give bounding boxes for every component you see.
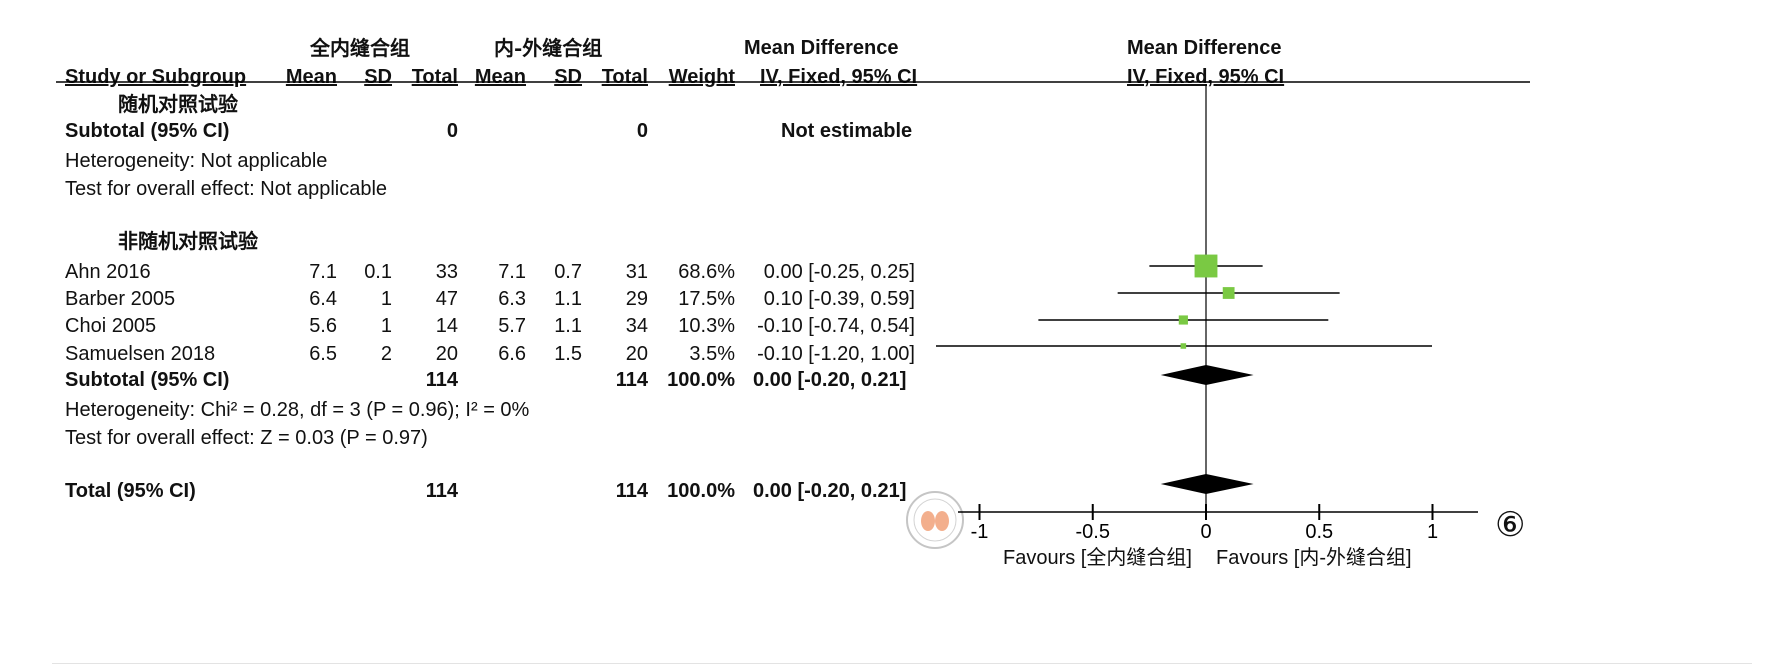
study-ci: 0.00 [-0.25, 0.25] xyxy=(763,261,915,283)
study-sd1: 2 xyxy=(380,343,392,365)
study-square xyxy=(1222,287,1235,299)
total-diamond xyxy=(1160,474,1254,494)
study-sd1: 1 xyxy=(380,315,392,337)
study-total2: 20 xyxy=(625,343,648,365)
x-tick-label: -1 xyxy=(971,521,989,543)
subgroup2-ci: 0.00 [-0.20, 0.21] xyxy=(753,369,907,391)
study-mean2: 7.1 xyxy=(498,261,526,283)
study-total2: 31 xyxy=(625,261,648,283)
watermark-seal xyxy=(906,491,964,549)
total-total2: 114 xyxy=(615,480,648,502)
study-sd2: 1.5 xyxy=(554,343,582,365)
favours-right-label: Favours [内-外缝合组] xyxy=(1216,547,1412,569)
study-total1: 47 xyxy=(435,288,458,310)
study-total1: 14 xyxy=(435,315,458,337)
subgroup1-estimate: Not estimable xyxy=(781,120,913,142)
study-mean2: 6.6 xyxy=(498,343,526,365)
study-weight: 68.6% xyxy=(678,261,735,283)
study-weight: 17.5% xyxy=(678,288,735,310)
study-mean1: 6.4 xyxy=(309,288,337,310)
study-ci: 0.10 [-0.39, 0.59] xyxy=(763,288,915,310)
study-total2: 34 xyxy=(625,315,648,337)
study-sd2: 0.7 xyxy=(554,261,582,283)
study-mean1: 5.6 xyxy=(309,315,337,337)
figure-frame xyxy=(52,0,1752,664)
subgroup1-subtotal-label: Subtotal (95% CI) xyxy=(65,120,230,142)
study-total1: 33 xyxy=(435,261,458,283)
total-total1: 114 xyxy=(425,480,458,502)
group1-header: 全内缝合组 xyxy=(310,36,410,60)
subgroup2-overall: Test for overall effect: Z = 0.03 (P = 0… xyxy=(65,427,428,449)
subgroup2-weight: 100.0% xyxy=(667,369,735,391)
study-square xyxy=(1180,343,1187,349)
subgroup1-total2: 0 xyxy=(636,120,648,142)
study-name: Choi 2005 xyxy=(65,315,157,337)
study-ci: -0.10 [-0.74, 0.54] xyxy=(757,315,915,337)
x-tick-label: 0.5 xyxy=(1305,521,1333,543)
study-square xyxy=(1194,254,1218,278)
study-mean1: 7.1 xyxy=(309,261,337,283)
figure-marker: ⑥ xyxy=(1495,506,1526,544)
total-ci: 0.00 [-0.20, 0.21] xyxy=(753,480,907,502)
study-sd1: 1 xyxy=(380,288,392,310)
subtotal-diamond xyxy=(1160,365,1254,385)
study-mean2: 5.7 xyxy=(498,315,526,337)
study-mean1: 6.5 xyxy=(309,343,337,365)
study-sd1: 0.1 xyxy=(364,261,392,283)
study-weight: 10.3% xyxy=(678,315,735,337)
study-sd2: 1.1 xyxy=(554,288,582,310)
study-name: Barber 2005 xyxy=(65,288,176,310)
study-name: Samuelsen 2018 xyxy=(65,343,216,365)
x-tick-label: -0.5 xyxy=(1076,521,1110,543)
group2-header: 内-外缝合组 xyxy=(494,36,603,60)
subgroup2-total2: 114 xyxy=(615,369,648,391)
plot-title: Mean Difference xyxy=(1127,37,1282,59)
subgroup1-heterogeneity: Heterogeneity: Not applicable xyxy=(65,150,328,172)
subgroup2-heterogeneity: Heterogeneity: Chi² = 0.28, df = 3 (P = … xyxy=(65,399,530,421)
x-tick-label: 1 xyxy=(1427,521,1438,543)
study-ci: -0.10 [-1.20, 1.00] xyxy=(757,343,915,365)
study-mean2: 6.3 xyxy=(498,288,526,310)
subgroup1-total1: 0 xyxy=(446,120,458,142)
study-name: Ahn 2016 xyxy=(65,261,151,283)
subgroup1-overall: Test for overall effect: Not applicable xyxy=(65,178,388,200)
subgroup2-subtotal-label: Subtotal (95% CI) xyxy=(65,369,230,391)
md-title: Mean Difference xyxy=(744,37,899,59)
study-sd2: 1.1 xyxy=(554,315,582,337)
study-total2: 29 xyxy=(625,288,648,310)
study-total1: 20 xyxy=(435,343,458,365)
subgroup2-total1: 114 xyxy=(425,369,458,391)
subgroup1-title: 随机对照试验 xyxy=(118,92,238,116)
total-label: Total (95% CI) xyxy=(65,480,196,502)
study-weight: 3.5% xyxy=(689,343,735,365)
total-weight: 100.0% xyxy=(667,480,735,502)
subgroup2-title: 非随机对照试验 xyxy=(118,229,258,253)
x-tick-label: 0 xyxy=(1200,521,1211,543)
favours-left-label: Favours [全内缝合组] xyxy=(1003,547,1192,569)
study-square xyxy=(1178,315,1188,325)
